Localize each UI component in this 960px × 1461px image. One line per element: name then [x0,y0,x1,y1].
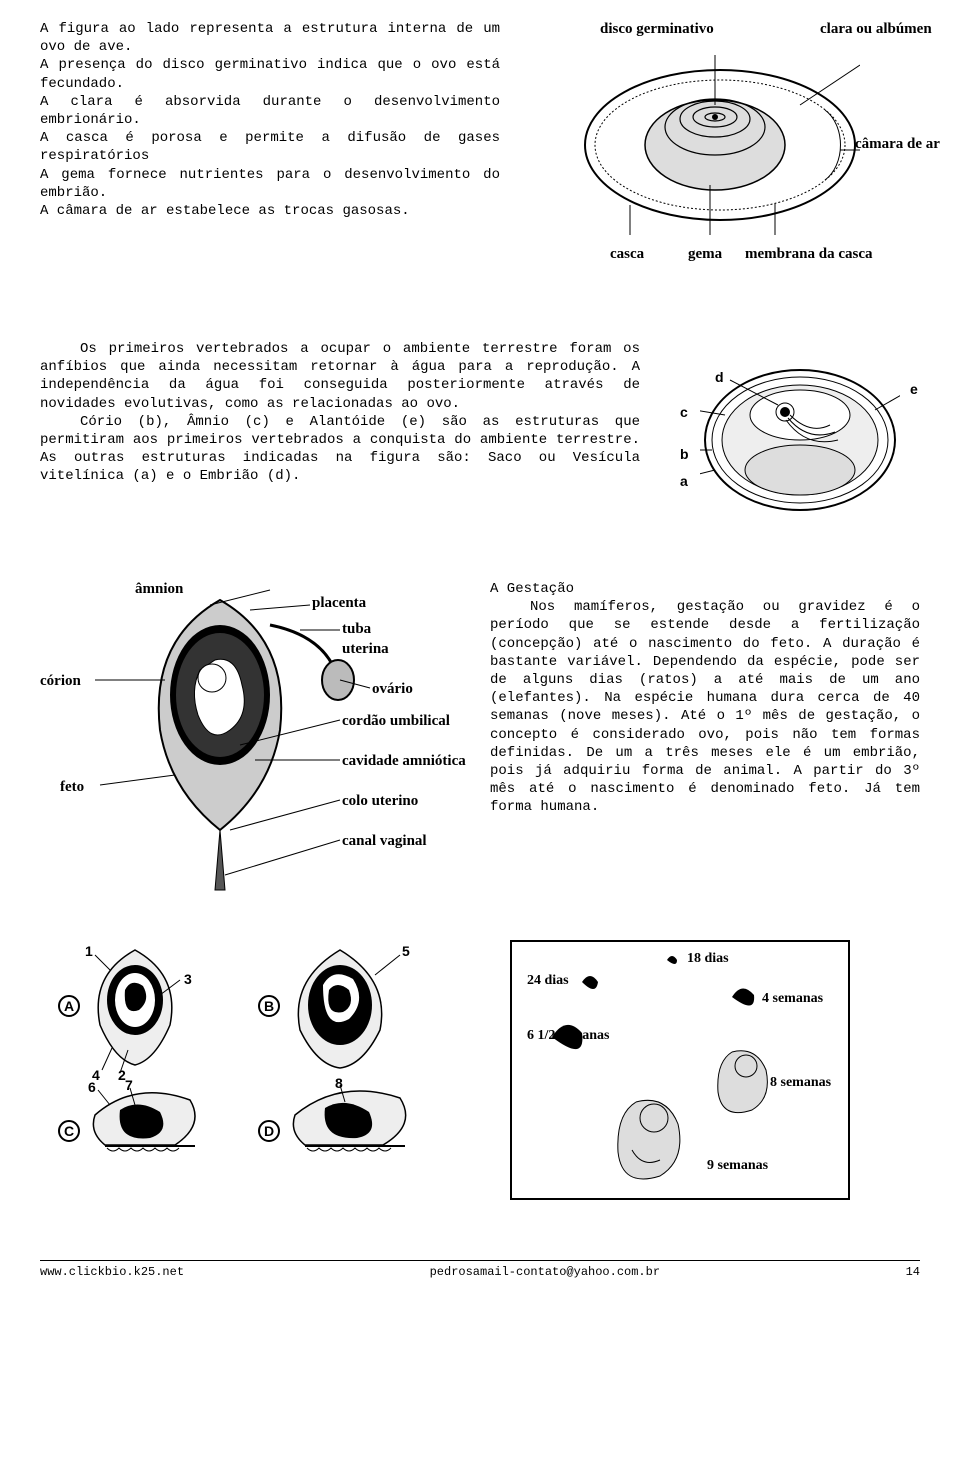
label-9sem: 9 semanas [707,1157,768,1175]
p: Os primeiros vertebrados a ocupar o ambi… [40,340,640,413]
label-clara: clara ou albúmen [820,20,910,40]
label-camara: câmara de ar [855,135,925,155]
p: A presença do disco germinativo indica q… [40,56,500,92]
section-egg: A figura ao lado representa a estrutura … [40,20,920,300]
num-3: 3 [184,970,192,988]
num-5: 5 [402,942,410,960]
label-65sem: 6 1/2 semanas [527,1027,609,1045]
amniote-diagram-icon [700,360,900,520]
label-a: a [680,472,688,490]
gestation-body: Nos mamíferos, gestação ou gravidez é o … [490,598,920,816]
label-gema: gema [688,245,722,265]
heading-gestacao: A Gestação [490,581,574,597]
label-colo: colo uterino [342,792,418,812]
label-4sem: 4 semanas [762,990,823,1008]
label-e: e [910,380,918,398]
dev-stages-figure: 18 dias 24 dias 4 semanas 6 1/2 semanas … [510,940,850,1200]
stage-letter-D: D [258,1120,280,1142]
label-cordao: cordão umbilical [342,712,450,732]
birth-stages-icon [40,940,470,1180]
footer-right: 14 [906,1265,920,1281]
num-6: 6 [88,1078,96,1096]
label-b: b [680,445,689,463]
label-disco: disco germinativo [600,20,714,40]
footer-center: pedrosamail-contato@yahoo.com.br [430,1265,660,1281]
label-d: d [715,368,724,386]
p: A clara é absorvida durante o desenvolvi… [40,93,500,129]
label-corion: córion [40,672,81,692]
num-1: 1 [85,942,93,960]
uterus-figure: âmnion placenta tuba uterina córion ovár… [40,580,470,900]
label-placenta: placenta [312,594,366,614]
section-amniote: Os primeiros vertebrados a ocupar o ambi… [40,340,920,540]
section-gestation: âmnion placenta tuba uterina córion ovár… [40,580,920,900]
label-18dias: 18 dias [687,950,729,968]
label-casca: casca [610,245,644,265]
footer-left: www.clickbio.k25.net [40,1265,184,1281]
stage-letter-B: B [258,995,280,1017]
label-feto: feto [60,778,84,798]
egg-text: A figura ao lado representa a estrutura … [40,20,500,300]
p: A gema fornece nutrientes para o desenvo… [40,166,500,202]
amniote-figure: a b c d e [660,340,920,540]
num-7: 7 [125,1076,133,1094]
label-membrana: membrana da casca [745,245,835,265]
label-ovario: ovário [372,680,413,700]
label-tuba: tuba uterina [342,620,412,659]
label-canal: canal vaginal [342,832,427,852]
label-cavidade: cavidade amniótica [342,752,466,772]
section-bottom: A B C D 1 2 3 4 5 6 7 8 [40,940,920,1200]
egg-figure: disco germinativo clara ou albúmen câmar… [520,20,920,300]
stage-letter-C: C [58,1120,80,1142]
stage-letter-A: A [58,995,80,1017]
label-c: c [680,403,688,421]
amniote-text: Os primeiros vertebrados a ocupar o ambi… [40,340,640,540]
gestation-text: A Gestação Nos mamíferos, gestação ou gr… [490,580,920,900]
label-24dias: 24 dias [527,972,569,990]
egg-diagram-icon [580,55,860,235]
label-8sem: 8 semanas [770,1074,831,1092]
p: A casca é porosa e permite a difusão de … [40,129,500,165]
page-footer: www.clickbio.k25.net pedrosamail-contato… [40,1261,920,1281]
label-amnion: âmnion [135,580,183,600]
num-8: 8 [335,1074,343,1092]
p: Cório (b), Âmnio (c) e Alantóide (e) são… [40,413,640,486]
p: A figura ao lado representa a estrutura … [40,20,500,56]
birth-stages-figure: A B C D 1 2 3 4 5 6 7 8 [40,940,470,1180]
p: A câmara de ar estabelece as trocas gaso… [40,202,500,220]
